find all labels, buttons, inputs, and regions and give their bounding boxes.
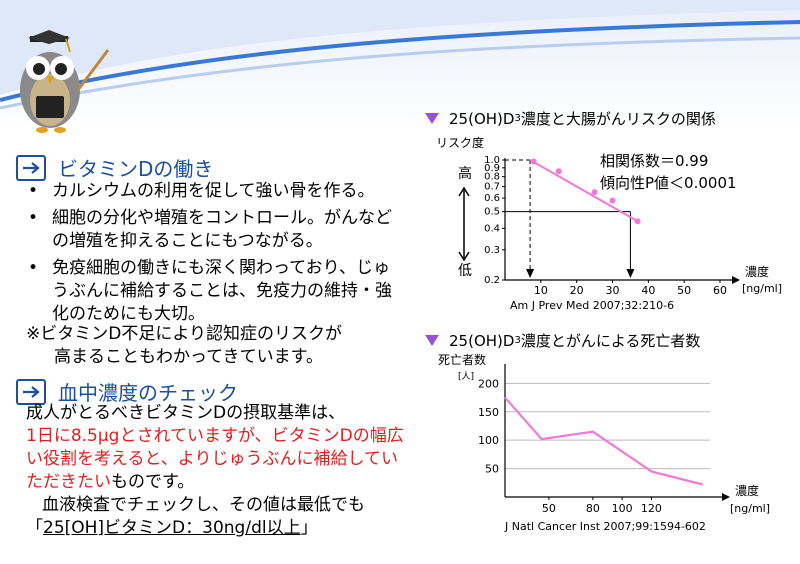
arrow-right-icon [16,378,46,405]
x-tick-label: 40 [641,284,655,297]
correlation-stat: 相関係数＝0.99 [600,152,708,170]
data-point [530,158,537,165]
list-item: • 免疫細胞の働きにも深く関わっており、じゅうぶんに補給することは、免疫力の維持・… [28,258,392,324]
y-tick-label: 150 [478,406,499,419]
x-tick-label: 30 [606,284,620,297]
benefits-list: • カルシウムの利用を促して強い骨を作る。 • 細胞の分化や増殖をコントロール。がん… [28,180,398,330]
section-title: ビタミンDの働き [58,157,214,181]
x-axis-arrow-icon [732,276,740,284]
bullet-icon: • [28,181,39,201]
x-axis-unit: [ng/ml] [730,502,770,515]
x-tick-label: 50 [677,284,691,297]
trend-p-stat: 傾向性P値＜0.0001 [600,174,737,192]
y-axis-label: 死亡者数 [438,352,486,367]
header-swoosh [0,0,800,110]
dashed-arrow-icon [526,269,535,278]
y-axis-label: リスク度 [436,135,484,150]
section-title: 血中濃度のチェック [58,381,238,405]
data-point [609,197,616,204]
dementia-note: ※ビタミンD不足により認知症のリスクが 高まることもわかってきています。 [26,324,342,367]
y-tick-label: 50 [485,463,499,476]
y-tick-label: 0.2 [484,275,500,286]
y-tick-label: 1.0 [484,155,500,166]
trend-line [529,159,639,223]
bullet-icon: • [28,208,39,228]
y-axis-unit: [人] [458,371,474,382]
x-tick-label: 20 [570,284,584,297]
x-axis-label: 濃度 [735,483,759,498]
section-heading-blood-level: 血中濃度のチェック [16,377,238,406]
chart2-title: 25(OH)D 3 濃度とがんによる死亡者数 [425,330,700,351]
x-axis-label: 濃度 [745,264,769,279]
y-high-label: 高 [458,165,472,182]
data-point [591,189,598,196]
target-level: 25[OH]ビタミンD：30ng/dl以上 [43,518,301,538]
y-tick-label: 0.4 [484,223,500,234]
intake-paragraph: 成人がとるべきビタミンDの摂取基準は、 1日に8.5μgとされていますが、ビタミ… [26,403,404,538]
section-heading-vitamin-d: ビタミンDの働き [16,153,213,182]
y-tick-label: 0.9 [484,163,500,174]
chart-source: Am J Prev Med 2007;32:210-6 [510,299,674,312]
y-tick-label: 0.6 [484,193,500,204]
triangle-marker-icon [425,113,439,124]
series-line [504,396,703,486]
arrow-down-icon [458,251,470,262]
bullet-icon: • [28,258,39,278]
y-tick-label: 0.8 [484,172,500,183]
x-tick-label: 80 [586,502,600,515]
arrow-up-icon [458,186,470,197]
y-tick-label: 200 [478,377,499,390]
chart1-title: 25(OH)D 3 濃度と大腸がんリスクの関係 [425,108,716,129]
data-point [555,168,562,175]
x-tick-label: 60 [713,284,727,297]
x-tick-label: 120 [641,502,662,515]
chart2-mortality-line: 死亡者数 [人] 50 100 150 200 50 80 100 120 濃度 [ng/ml] J N… [438,352,770,533]
chart-source: J Natl Cancer Inst 2007;99:1594-602 [504,520,706,533]
y-tick-label: 100 [478,434,499,447]
y-tick-label: 0.3 [484,245,500,256]
y-tick-label: 0.5 [484,207,500,218]
x-tick-label: 100 [612,502,633,515]
x-axis-unit: [ng/ml] [742,282,782,295]
x-axis-arrow-icon [722,493,730,501]
x-tick-label: 50 [542,502,556,515]
arrow-right-icon [16,154,46,181]
triangle-marker-icon [425,335,439,346]
list-item: • カルシウムの利用を促して強い骨を作る。 [28,181,375,201]
y-low-label: 低 [458,263,472,279]
list-item: • 細胞の分化や増殖をコントロール。がんなどの増殖を抑えることにもつながる。 [28,208,392,251]
data-point [634,218,641,225]
x-tick-label: 10 [534,284,548,297]
y-tick-label: 0.7 [484,182,500,193]
reference-arrow-icon [626,269,635,278]
owl-teacher-icon [20,30,110,133]
